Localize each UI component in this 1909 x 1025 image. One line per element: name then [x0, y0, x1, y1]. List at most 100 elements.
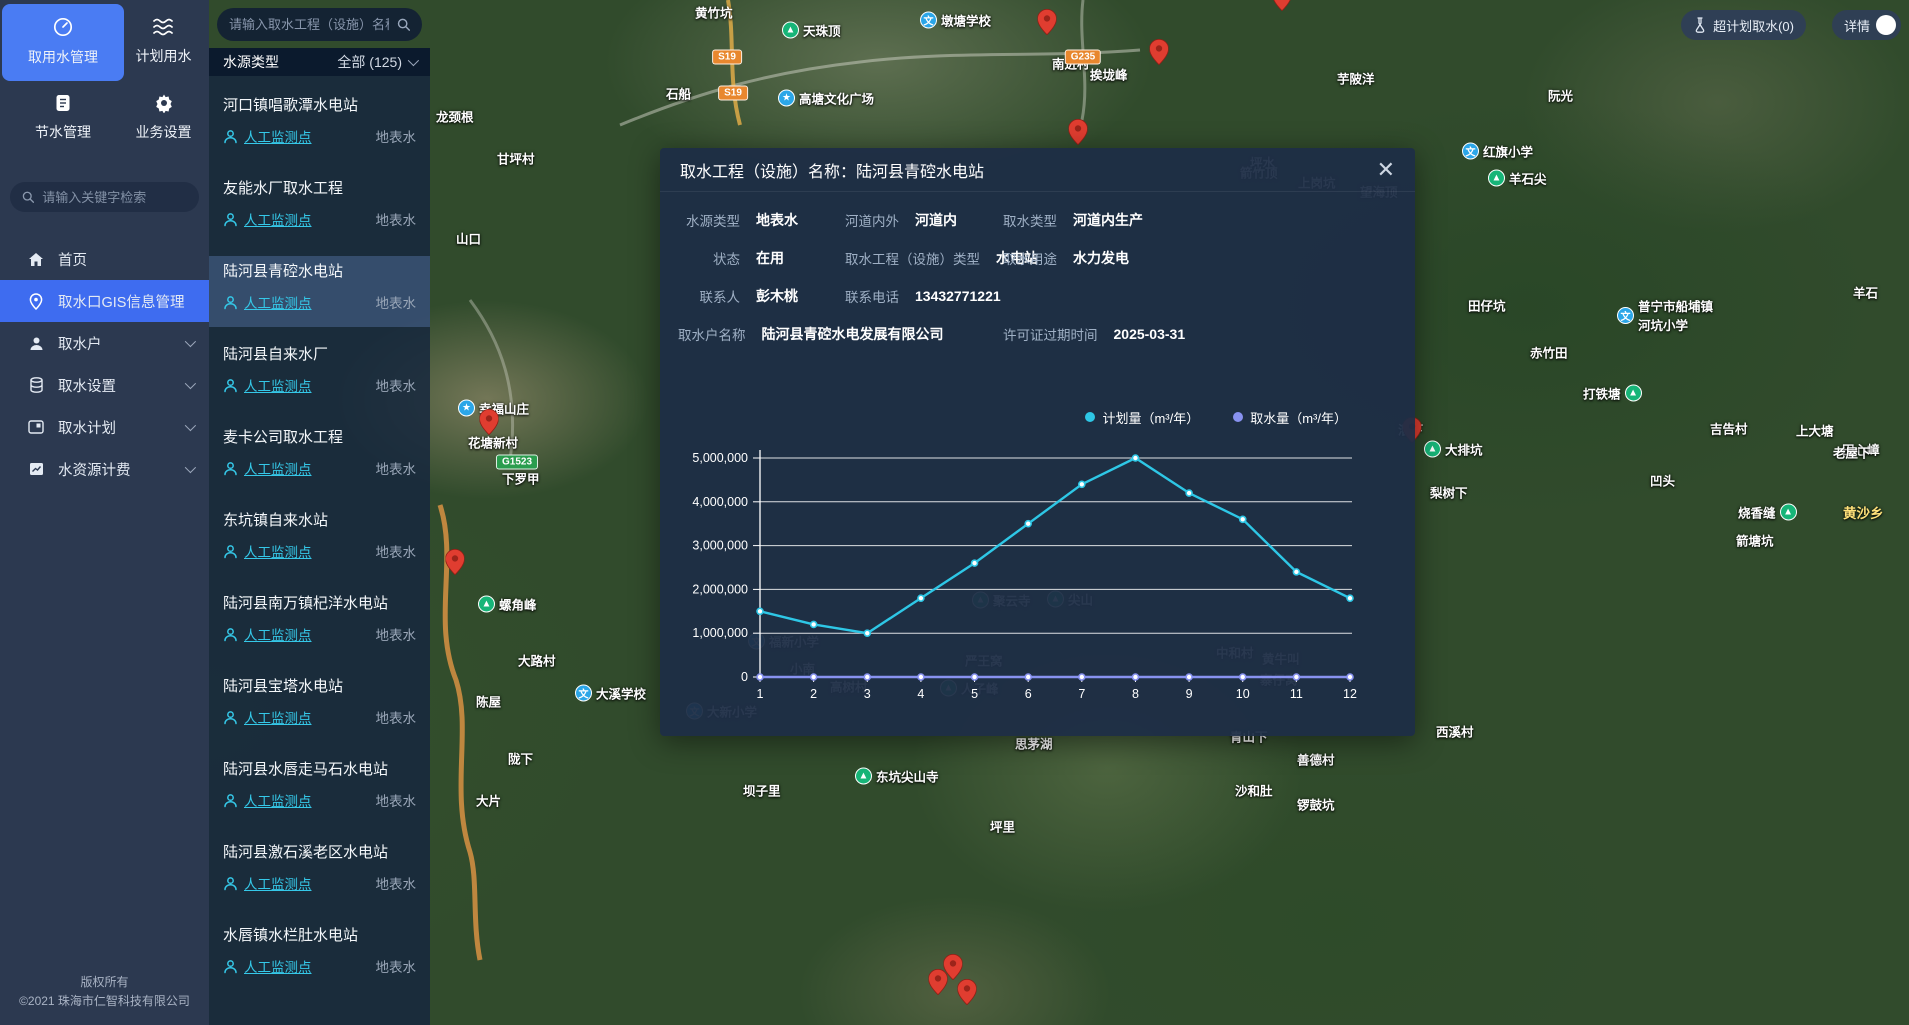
sidebar-item-水资源计费[interactable]: 水资源计费	[0, 448, 209, 490]
station-list-item[interactable]: 陆河县青硿水电站 人工监测点 地表水	[209, 256, 430, 327]
menu-item-label: 取水计划	[58, 420, 116, 437]
copyright-line1: 版权所有	[80, 975, 129, 989]
search-icon[interactable]	[397, 17, 410, 32]
info-field: 取水类型 河道内生产	[1003, 210, 1143, 230]
detail-toggle[interactable]: 详情	[1831, 10, 1901, 40]
poi-icon: ★	[458, 399, 475, 417]
keyword-search[interactable]	[10, 182, 199, 212]
map-label: ▲ 东坑尖山寺	[855, 767, 939, 786]
info-field: 联系人 彭木桃	[678, 286, 799, 306]
sidebar: 取用水管理 计划用水 节水管理 业务设置 首页 取水口GIS信息管理 取水户 取…	[0, 0, 209, 1025]
station-list-item[interactable]: 陆河县南万镇杞洋水电站 人工监测点 地表水	[209, 588, 430, 659]
station-list-item[interactable]: 麦卡公司取水工程 人工监测点 地表水	[209, 422, 430, 493]
station-name: 友能水厂取水工程	[223, 180, 344, 197]
legend-item[interactable]: 取水量（m³/年）	[1233, 408, 1347, 427]
manual-monitor-link[interactable]: 人工监测点	[244, 462, 312, 477]
module-4[interactable]: 业务设置	[124, 81, 203, 156]
map-label: 大片	[476, 791, 501, 810]
map-label: 坝子里	[743, 781, 781, 800]
mountain-poi-icon: ▲	[1624, 384, 1642, 402]
sidebar-item-取水户[interactable]: 取水户	[0, 322, 209, 364]
station-list-item[interactable]: 东坑镇自来水站 人工监测点 地表水	[209, 505, 430, 576]
toggle-knob[interactable]	[1876, 15, 1896, 35]
map-label-text: 锣鼓坑	[1297, 798, 1335, 813]
water-source-type: 地表水	[375, 296, 417, 311]
map-pin[interactable]	[479, 408, 499, 440]
sidebar-item-首页[interactable]: 首页	[0, 238, 209, 280]
map-pin[interactable]	[445, 548, 465, 580]
manual-monitor-link[interactable]: 人工监测点	[244, 877, 312, 892]
info-field: 水源类型 地表水	[678, 210, 798, 230]
module-1[interactable]: 取用水管理	[2, 4, 124, 81]
manual-monitor-link[interactable]: 人工监测点	[244, 794, 312, 809]
map-label: 锣鼓坑	[1297, 795, 1335, 814]
water-source-type: 地表水	[375, 628, 417, 643]
station-name: 河口镇唱歌潭水电站	[223, 97, 359, 114]
station-list-item[interactable]: 陆河县自来水厂 人工监测点 地表水	[209, 339, 430, 410]
road-badge: S19	[718, 85, 748, 101]
manual-monitor-link[interactable]: 人工监测点	[244, 130, 312, 145]
map-pin[interactable]	[1273, 0, 1292, 16]
map-label-text: 大路村	[518, 654, 556, 669]
svg-text:12: 12	[1343, 687, 1357, 701]
station-name: 陆河县青硿水电站	[223, 263, 344, 280]
manual-monitor-link[interactable]: 人工监测点	[244, 628, 312, 643]
keyword-search-input[interactable]	[42, 189, 187, 205]
map-pin[interactable]	[943, 953, 963, 985]
svg-text:1,000,000: 1,000,000	[692, 626, 748, 640]
map-pin[interactable]	[1068, 118, 1088, 150]
chart-legend: 计划量（m³/年） 取水量（m³/年）	[660, 404, 1415, 430]
station-search-input[interactable]	[229, 17, 389, 32]
map-label-text: 普宁市船埔镇 河坑小学	[1638, 300, 1714, 333]
manual-monitor-link[interactable]: 人工监测点	[244, 379, 312, 394]
map-pin[interactable]	[957, 978, 977, 1010]
station-list-item[interactable]: 陆河县水唇走马石水电站 人工监测点 地表水	[209, 754, 430, 825]
map-label-text: 红旗小学	[1483, 145, 1534, 160]
manual-monitor-link[interactable]: 人工监测点	[244, 545, 312, 560]
manual-monitor-link[interactable]: 人工监测点	[244, 296, 312, 311]
person-icon	[223, 627, 238, 642]
map-label: 箭塘坑	[1736, 531, 1774, 550]
waves-icon	[152, 17, 176, 37]
map-label: ★ 高塘文化广场	[778, 89, 874, 108]
database-icon	[28, 377, 44, 393]
map-label: 芋陂洋	[1337, 69, 1375, 88]
map-pin[interactable]	[928, 968, 948, 1000]
map-label: 西溪村	[1436, 722, 1474, 741]
svg-text:6: 6	[1025, 687, 1032, 701]
map-label: 文墩塘学校	[920, 11, 991, 30]
map-label: 田心嶂	[1842, 440, 1880, 459]
station-list-item[interactable]: 陆河县激石溪老区水电站 人工监测点 地表水	[209, 837, 430, 908]
map-label: 善德村	[1297, 750, 1335, 769]
filter-label: 水源类型	[223, 54, 279, 70]
map-label: 赤竹田	[1530, 343, 1568, 362]
sidebar-item-取水口GIS信息管理[interactable]: 取水口GIS信息管理	[0, 280, 209, 322]
manual-monitor-link[interactable]: 人工监测点	[244, 213, 312, 228]
mountain-poi-icon: ▲	[1424, 440, 1441, 458]
map-pin[interactable]	[1037, 8, 1057, 40]
map-pin[interactable]	[1149, 38, 1169, 70]
road-badge: G1523	[495, 454, 539, 470]
over-plan-intake-badge[interactable]: 超计划取水(0)	[1681, 10, 1806, 40]
station-list-item[interactable]: 友能水厂取水工程 人工监测点 地表水	[209, 173, 430, 244]
svg-text:3,000,000: 3,000,000	[692, 539, 748, 553]
station-list-item[interactable]: 河口镇唱歌潭水电站 人工监测点 地表水	[209, 90, 430, 161]
module-2[interactable]: 计划用水	[124, 4, 203, 81]
user-icon	[28, 336, 44, 351]
sidebar-item-取水设置[interactable]: 取水设置	[0, 364, 209, 406]
close-icon[interactable]: ✕	[1376, 156, 1395, 182]
field-value: 在用	[756, 250, 784, 266]
sidebar-item-取水计划[interactable]: 取水计划	[0, 406, 209, 448]
station-name: 陆河县自来水厂	[223, 346, 329, 363]
home-icon	[28, 252, 44, 267]
station-list-item[interactable]: 水唇镇水栏肚水电站 人工监测点 地表水	[209, 920, 430, 991]
station-search[interactable]	[217, 8, 422, 41]
map-label: ▲ 大排坑	[1424, 440, 1483, 459]
legend-item[interactable]: 计划量（m³/年）	[1085, 408, 1199, 427]
station-list-item[interactable]: 陆河县宝塔水电站 人工监测点 地表水	[209, 671, 430, 742]
manual-monitor-link[interactable]: 人工监测点	[244, 960, 312, 975]
water-source-filter[interactable]: 水源类型 全部 (125)	[209, 48, 430, 76]
module-3[interactable]: 节水管理	[2, 81, 124, 156]
flask-icon	[1695, 17, 1705, 33]
manual-monitor-link[interactable]: 人工监测点	[244, 711, 312, 726]
